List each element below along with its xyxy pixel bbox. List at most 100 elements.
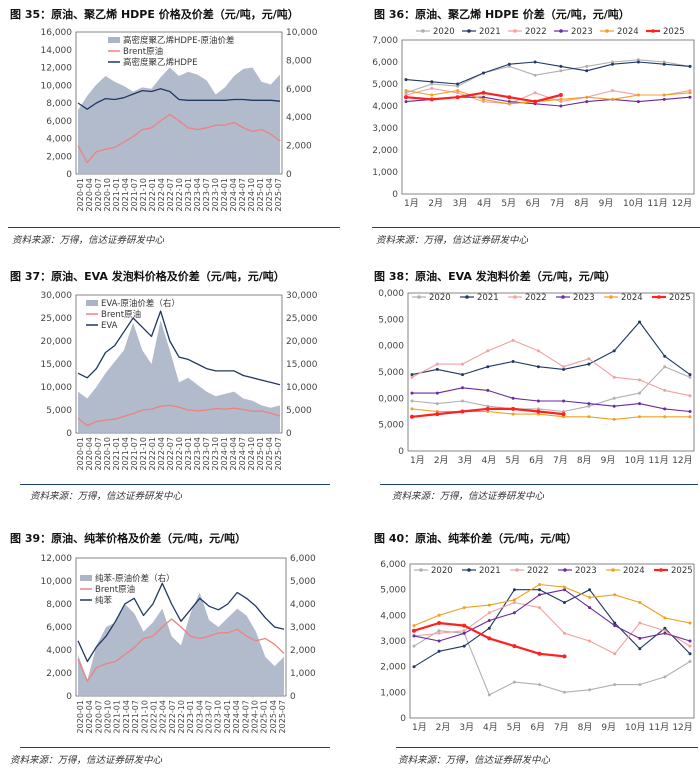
- x-tick-label: 2023-04: [193, 437, 202, 470]
- legend-label-2021: 2021: [477, 293, 499, 303]
- x-tick-label: 8月: [577, 455, 592, 466]
- series-point-2020: [456, 84, 460, 88]
- x-tick-label: 2021-04: [122, 700, 131, 733]
- y-right-tick-label: 0: [286, 170, 292, 180]
- x-tick-label: 2021-07: [131, 700, 140, 733]
- series-line-2022: [411, 339, 691, 397]
- series-point-2021: [512, 588, 516, 592]
- series-point-2021: [461, 373, 464, 377]
- product-line: [77, 310, 281, 386]
- x-tick-label: 2025-01: [260, 700, 269, 733]
- x-tick-label: 2024-01: [220, 437, 229, 470]
- divider-39: [20, 747, 330, 748]
- legend-marker-2024: [611, 568, 615, 572]
- divider-37: [20, 484, 330, 485]
- legend-marker-2023: [559, 29, 563, 33]
- series-point-2021: [536, 365, 540, 369]
- series-point-2022: [533, 91, 537, 95]
- x-tick-label: 7月: [554, 722, 569, 733]
- y-left-tick-label: 5,000: [46, 406, 72, 416]
- series-point-2021: [636, 60, 640, 64]
- series-point-2024: [559, 97, 563, 101]
- x-tick-label: 2021-04: [121, 437, 130, 470]
- chart-title-38: 图 38：原油、EVA 发泡料价差（元/吨，元/吨）: [374, 270, 616, 283]
- x-tick-label: 2023-10: [214, 700, 223, 733]
- series-point-2021: [562, 367, 566, 371]
- x-tick-label: 2月: [436, 722, 451, 733]
- series-point-2025: [404, 95, 408, 100]
- series-point-2020: [486, 404, 490, 408]
- x-tick-label: 2022-04: [159, 700, 168, 733]
- series-point-2023: [437, 639, 441, 643]
- series-point-2022: [435, 362, 439, 366]
- source-35: 资料来源：万得，信达证券研发中心: [12, 235, 165, 246]
- x-tick-label: 12月: [672, 455, 692, 466]
- plot-frame: [407, 292, 695, 452]
- series-point-2023: [482, 95, 485, 99]
- legend-label-2022: 2022: [525, 27, 547, 37]
- x-tick-label: 11月: [647, 198, 667, 209]
- series-point-2021: [412, 665, 416, 669]
- x-tick-label: 2023-04: [195, 700, 204, 733]
- series-point-2021: [435, 367, 439, 371]
- x-tick-label: 4月: [477, 198, 492, 209]
- y-tick-label: 7,000: [372, 36, 398, 46]
- series-point-2023: [612, 404, 616, 408]
- series-point-2025: [512, 644, 517, 649]
- x-tick-label: 2021-10: [140, 700, 149, 733]
- series-point-2022: [538, 606, 541, 610]
- series-point-2021: [688, 652, 692, 656]
- series-point-2020: [585, 64, 589, 68]
- y-tick-label: 2,000: [372, 146, 398, 156]
- x-tick-label: 2024-04: [229, 178, 238, 211]
- series-point-2021: [638, 320, 641, 324]
- x-tick-label: 2023-10: [211, 437, 220, 470]
- y-right-tick-label: 10,000: [286, 383, 318, 393]
- y-left-tick-label: 14,000: [41, 46, 73, 56]
- series-point-2022: [511, 338, 515, 342]
- x-tick-label: 2025-04: [265, 178, 274, 211]
- series-point-2021: [662, 62, 666, 66]
- x-tick-label: 2020-01: [76, 178, 85, 211]
- series-point-2024: [511, 412, 515, 416]
- y-tick-label: 6,000: [380, 560, 406, 570]
- series-line-2020: [413, 630, 691, 696]
- x-tick-label: 11月: [649, 722, 669, 733]
- series-point-2023: [559, 104, 563, 108]
- brent-line: [77, 404, 281, 427]
- y-right-tick-label: 6,000: [290, 554, 316, 564]
- series-point-2022: [487, 611, 491, 615]
- x-tick-label: 2023-10: [211, 178, 220, 211]
- x-tick-label: 2024-07: [241, 700, 250, 733]
- y-left-tick-label: 6,000: [46, 623, 72, 633]
- series-line-2021: [413, 589, 691, 668]
- series-point-2022: [456, 91, 460, 95]
- series-point-2024: [482, 97, 485, 101]
- x-tick-label: 2020-07: [94, 178, 103, 211]
- series-point-2025: [455, 95, 460, 100]
- series-point-2023: [636, 100, 640, 104]
- series-point-2022: [461, 362, 464, 366]
- y-left-tick-label: 12,000: [41, 64, 73, 74]
- x-tick-label: 2022-01: [148, 437, 157, 470]
- y-left-tick-label: 8,000: [46, 99, 72, 109]
- legend-label: 纯苯: [95, 595, 113, 606]
- series-point-2022: [410, 375, 414, 379]
- source-38: 资料来源：万得，信达证券研发中心: [392, 491, 545, 502]
- series-point-2021: [559, 64, 563, 68]
- x-tick-label: 1月: [404, 198, 419, 209]
- series-point-2022: [638, 378, 641, 382]
- x-tick-label: 2022-10: [177, 700, 186, 733]
- x-tick-label: 2023-01: [186, 700, 195, 733]
- legend-marker-2025: [659, 568, 663, 572]
- series-point-2024: [585, 95, 589, 99]
- series-point-2025: [485, 406, 490, 411]
- series-point-2021: [456, 82, 460, 86]
- x-tick-label: 2021-07: [130, 437, 139, 470]
- y-left-tick-label: 10,000: [41, 383, 73, 393]
- series-point-2023: [512, 611, 516, 615]
- series-point-2024: [638, 415, 641, 419]
- x-tick-label: 4月: [483, 722, 498, 733]
- x-tick-label: 5月: [505, 455, 520, 466]
- series-point-2025: [437, 621, 442, 625]
